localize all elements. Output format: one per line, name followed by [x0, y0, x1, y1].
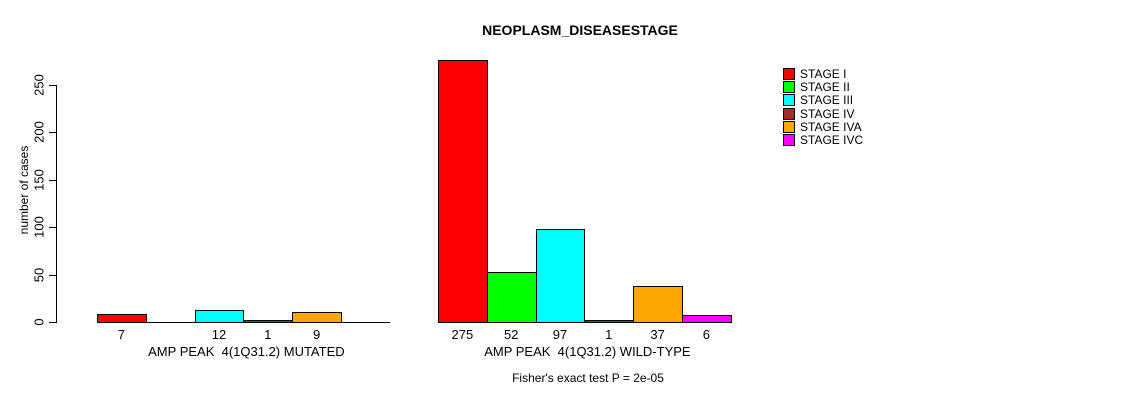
bar-stage-ii — [486, 272, 537, 323]
bar-stage-iii — [194, 310, 245, 323]
y-tick — [49, 274, 56, 276]
bar-count-label: 37 — [650, 327, 665, 342]
group-label-mutated: AMP PEAK 4(1Q31.2) MUTATED — [148, 344, 345, 359]
y-tick-label: 150 — [31, 168, 47, 191]
y-tick-label: 100 — [31, 216, 47, 239]
y-tick-label: 0 — [31, 318, 47, 326]
bar-count-label: 7 — [117, 327, 126, 342]
y-tick-label: 50 — [31, 267, 47, 282]
bar-count-label: 1 — [605, 327, 613, 342]
y-tick — [49, 132, 56, 134]
bar-count-label: 1 — [264, 327, 272, 342]
bar-stage-iv — [243, 320, 294, 323]
y-tick-label: 250 — [31, 74, 47, 96]
legend-swatch-stage-ivc — [783, 134, 795, 146]
y-axis-label: number of cases — [17, 145, 31, 235]
y-tick — [49, 227, 56, 229]
y-tick-label: 200 — [31, 121, 47, 144]
y-tick — [49, 322, 56, 323]
bar-count-label: 97 — [552, 327, 568, 342]
bar-count-label: 12 — [211, 327, 227, 342]
bar-stage-iva — [292, 312, 342, 323]
bar-stage-iva — [633, 286, 683, 323]
legend-label: STAGE I — [800, 67, 847, 81]
bar-stage-iv — [584, 320, 635, 323]
legend-swatch-stage-i — [783, 68, 795, 80]
y-tick — [49, 85, 56, 86]
chart-title: NEOPLASM_DISEASESTAGE — [482, 22, 678, 38]
y-axis — [56, 85, 57, 323]
legend-label: STAGE IVC — [800, 133, 864, 147]
legend-swatch-stage-iii — [783, 94, 795, 107]
bar-stage-i — [97, 314, 147, 323]
fisher-test-note: Fisher's exact test P = 2e-05 — [512, 371, 664, 385]
group-label-wild-type: AMP PEAK 4(1Q31.2) WILD-TYPE — [484, 344, 691, 359]
legend-label: STAGE IV — [800, 106, 855, 121]
bar-count-label: 9 — [312, 327, 321, 342]
legend-label: STAGE III — [800, 93, 854, 108]
legend-label: STAGE IVA — [800, 119, 862, 134]
bar-stage-i — [438, 60, 488, 323]
legend-label: STAGE II — [800, 80, 850, 95]
bar-count-label: 52 — [503, 327, 519, 342]
legend-swatch-stage-ii — [783, 81, 795, 94]
bar-count-label: 275 — [451, 327, 474, 342]
bar-stage-iii — [535, 229, 586, 323]
legend-swatch-stage-iva — [783, 120, 795, 133]
bar-stage-ivc — [682, 315, 732, 323]
y-tick — [49, 179, 56, 181]
legend-swatch-stage-iv — [783, 107, 795, 120]
bar-count-label: 6 — [702, 327, 711, 342]
